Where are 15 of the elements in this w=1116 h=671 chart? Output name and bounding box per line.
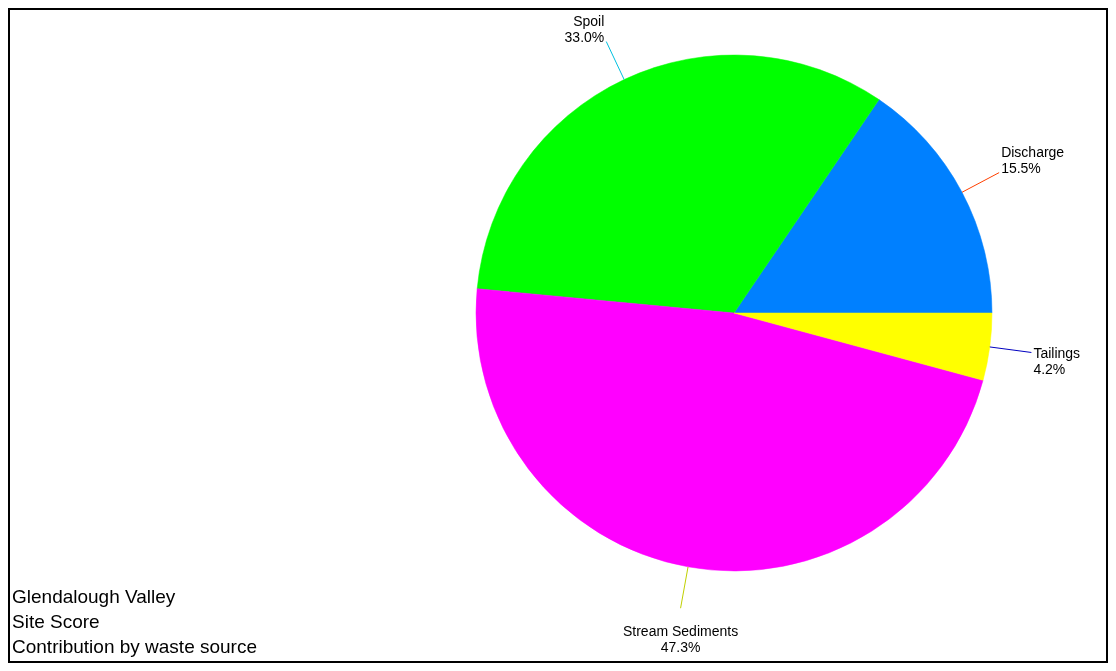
slice-label: Discharge bbox=[1001, 143, 1065, 160]
text: Contribution by waste source bbox=[12, 636, 258, 657]
text: Glendalough Valley bbox=[12, 586, 176, 607]
slice-label: Spoil bbox=[573, 12, 605, 29]
data-label: 47.3% bbox=[660, 639, 701, 656]
pie-slice bbox=[476, 55, 880, 314]
slice-label: Stream Sediments bbox=[622, 623, 739, 640]
pie-slice bbox=[733, 312, 993, 381]
text: Site Score bbox=[12, 611, 100, 632]
data-label: 4.2% bbox=[1033, 361, 1066, 378]
data-label: 33.0% bbox=[564, 28, 605, 45]
data-label: 15.5% bbox=[1001, 159, 1041, 176]
slice-label: Tailings bbox=[1033, 345, 1081, 362]
pie-slice bbox=[475, 288, 984, 572]
pie-slice bbox=[733, 99, 993, 314]
